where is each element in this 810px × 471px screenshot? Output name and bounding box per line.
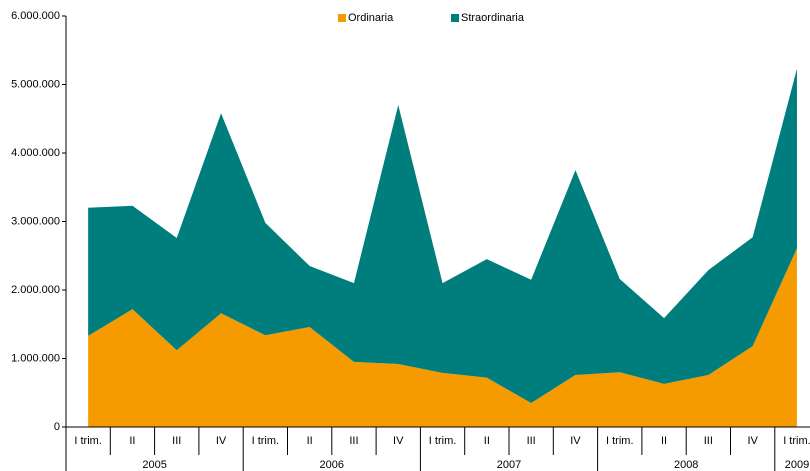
year-label: 2007: [497, 459, 521, 471]
legend-swatch: [451, 14, 459, 22]
x-tick-label: II: [307, 435, 313, 447]
x-tick-label: I trim.: [252, 435, 280, 447]
y-tick-label: 1.000.000: [11, 352, 60, 364]
x-tick-label: III: [704, 435, 713, 447]
year-label: 2008: [674, 459, 698, 471]
x-tick-label: II: [661, 435, 667, 447]
year-label: 2005: [142, 459, 166, 471]
x-tick-label: IV: [570, 435, 581, 447]
y-tick-label: 2.000.000: [11, 284, 60, 296]
x-tick-label: IV: [216, 435, 227, 447]
y-tick-label: 3.000.000: [11, 215, 60, 227]
area: [88, 68, 797, 404]
area: [88, 248, 797, 427]
y-tick-label: 6.000.000: [11, 10, 60, 22]
x-tick-label: IV: [747, 435, 758, 447]
x-tick-label: III: [527, 435, 536, 447]
x-tick-label: II: [484, 435, 490, 447]
year-label: 2006: [320, 459, 344, 471]
x-tick-label: I trim.: [606, 435, 634, 447]
year-label: 2009: [785, 459, 809, 471]
x-tick-label: I trim.: [429, 435, 457, 447]
y-tick-label: 5.000.000: [11, 78, 60, 90]
x-tick-label: III: [349, 435, 358, 447]
x-tick-label: I trim.: [783, 435, 810, 447]
x-tick-label: III: [172, 435, 181, 447]
x-tick-label: IV: [393, 435, 404, 447]
legend-swatch: [338, 14, 346, 22]
y-tick-label: 4.000.000: [11, 147, 60, 159]
x-tick-label: II: [129, 435, 135, 447]
y-tick-label: 0: [54, 421, 60, 433]
legend-label: Straordinaria: [461, 12, 525, 24]
legend-label: Ordinaria: [348, 12, 394, 24]
x-tick-label: I trim.: [74, 435, 102, 447]
